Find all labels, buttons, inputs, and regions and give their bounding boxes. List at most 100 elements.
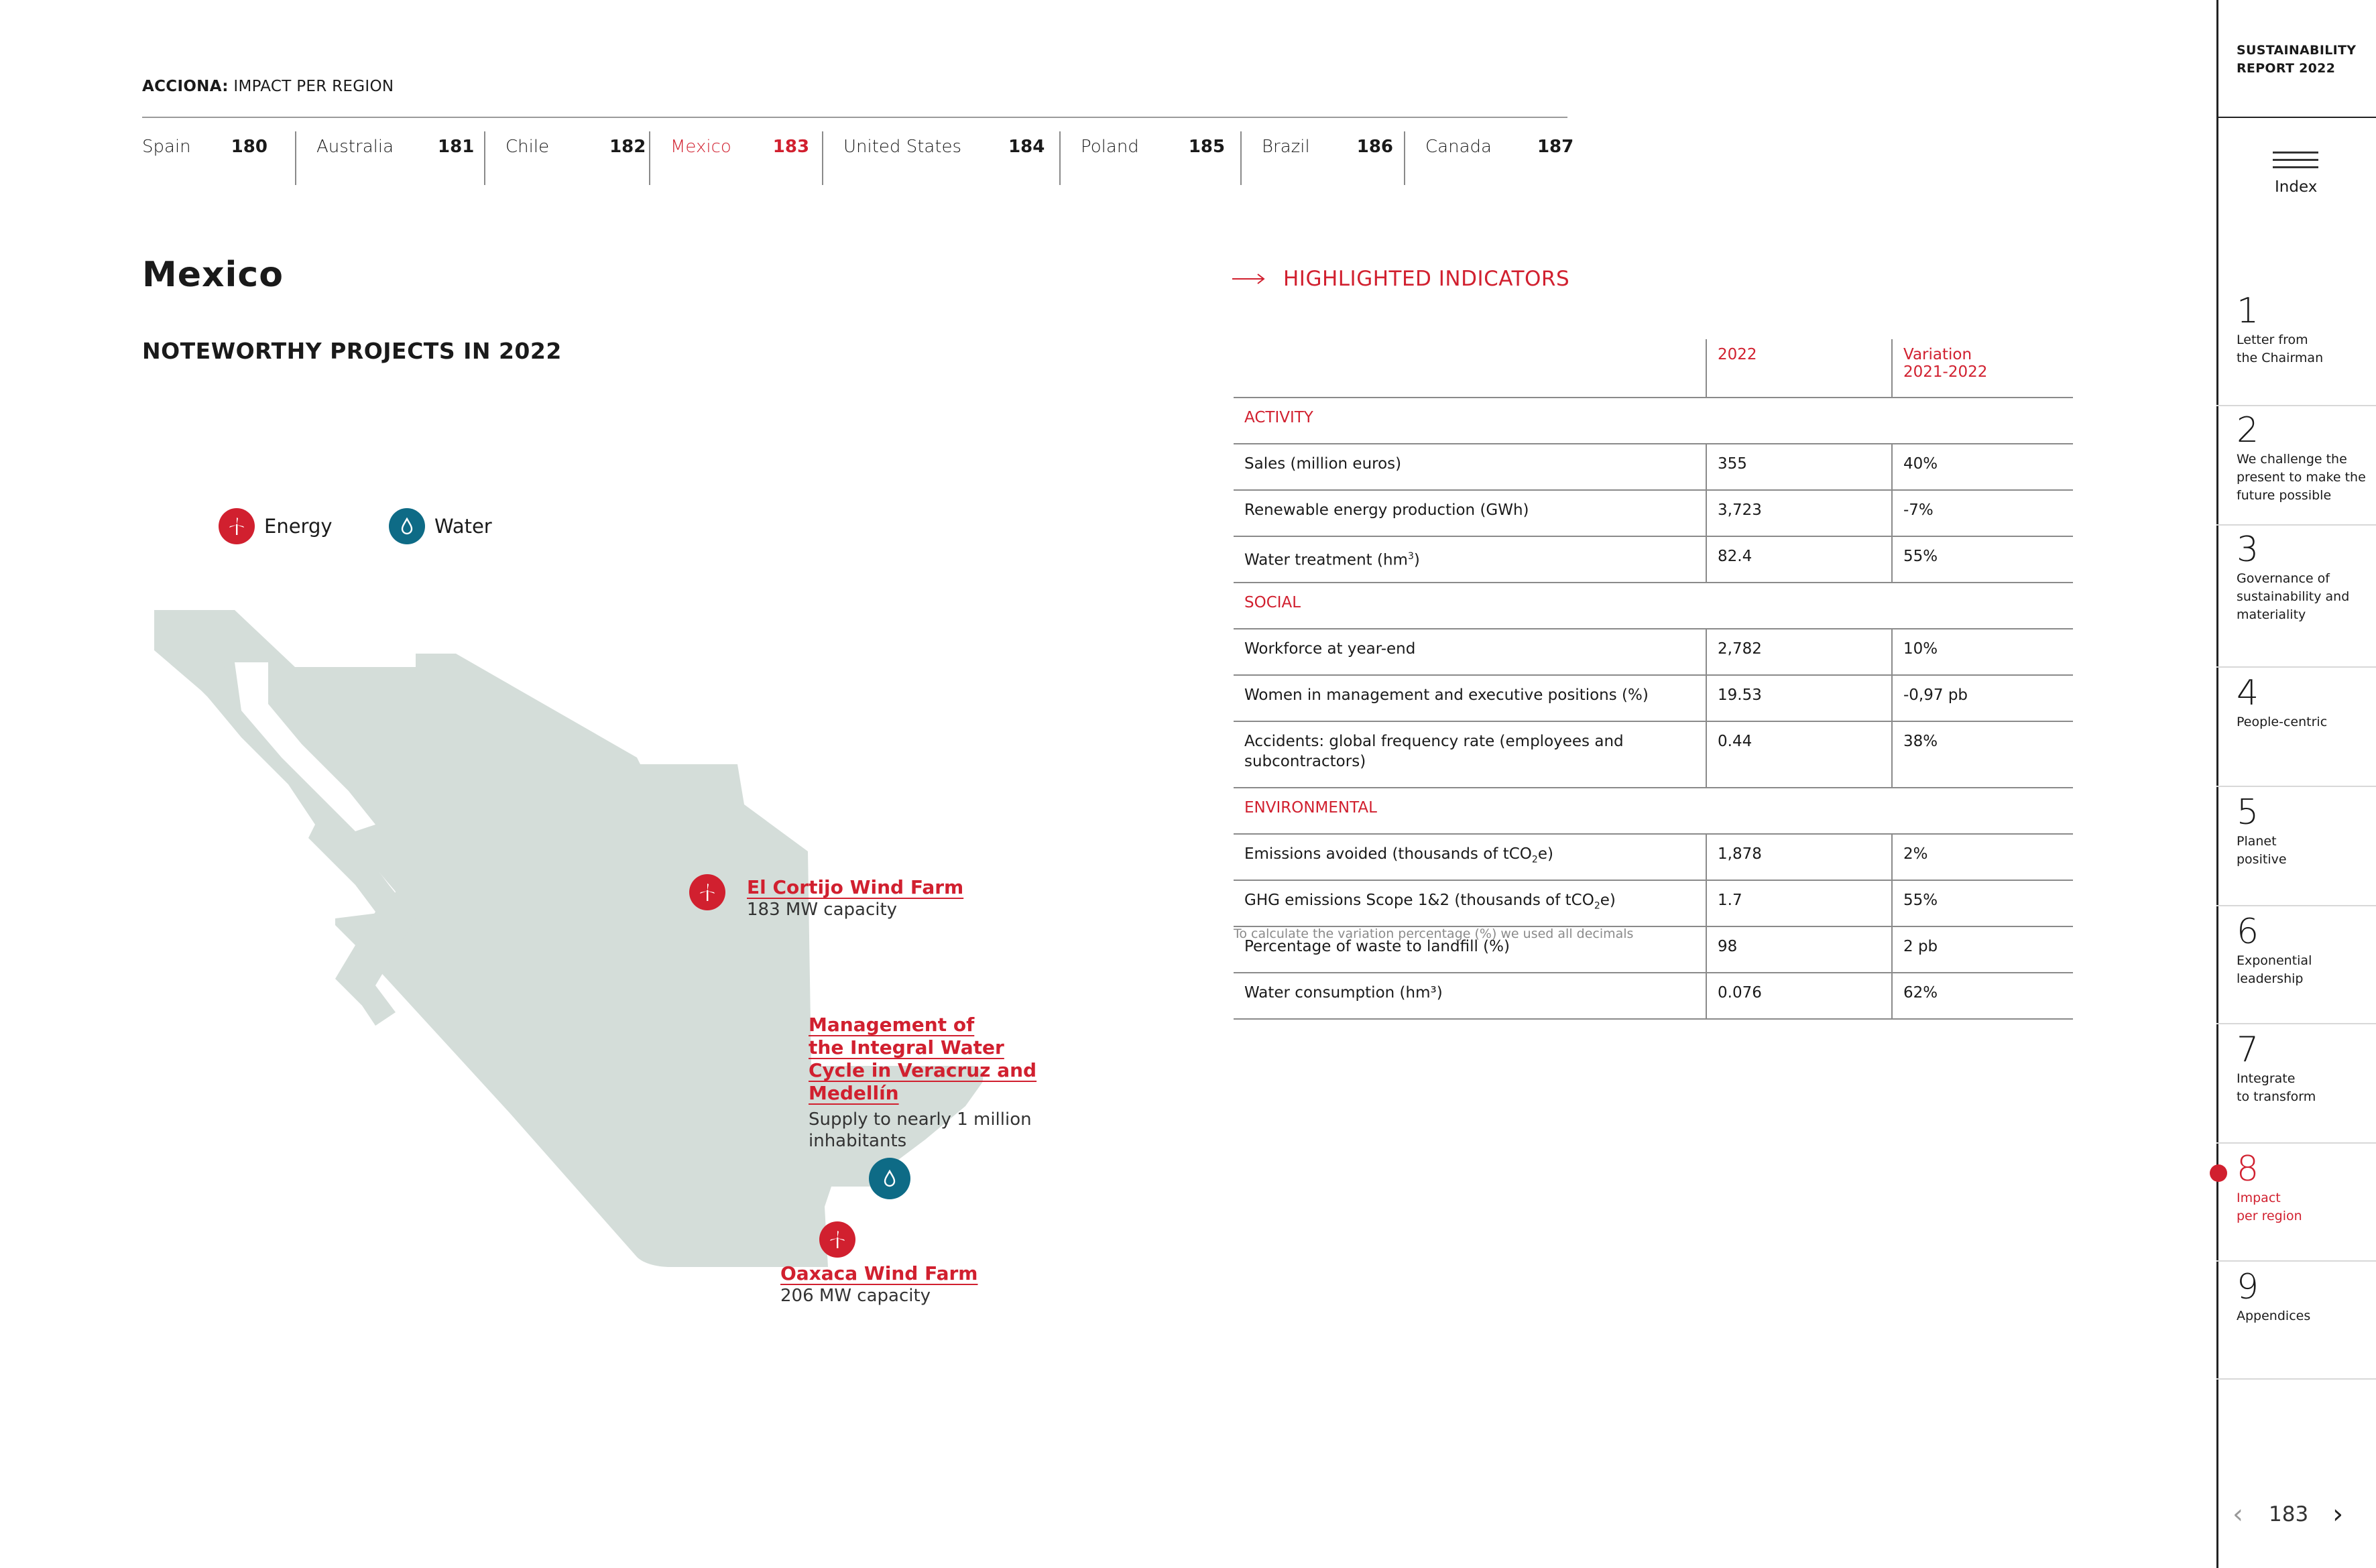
chevron-left-icon[interactable]: ‹ xyxy=(2233,1499,2243,1530)
map-gulf-of-california xyxy=(235,662,375,831)
project-el-cortijo-capacity: 183 MW capacity xyxy=(747,900,898,920)
footnote: To calculate the variation percentage (%… xyxy=(1234,926,1634,941)
chapter-label-line: to transform xyxy=(2237,1089,2316,1104)
table-row: GHG emissions Scope 1&2 (thousands of tC… xyxy=(1234,880,2073,927)
project-oaxaca-link[interactable]: Oaxaca Wind Farm xyxy=(780,1262,978,1284)
sidebar-chapter-8[interactable]: 8 Impact per region xyxy=(2237,1150,2376,1225)
chapter-number: 5 xyxy=(2237,792,2259,833)
region-tab-spain[interactable]: Spain 180 xyxy=(142,131,295,185)
chapter-label: Governance of sustainability and materiali… xyxy=(2237,570,2376,624)
water-drop-icon[interactable] xyxy=(869,1158,910,1199)
wind-turbine-icon[interactable] xyxy=(819,1221,855,1258)
sidebar-chapter-9[interactable]: 9 Appendices xyxy=(2237,1268,2376,1325)
label-sub: 2 xyxy=(1531,854,1538,865)
pager: ‹ 183 › xyxy=(2233,1499,2343,1530)
chapter-divider xyxy=(2216,405,2376,406)
indicator-value: 19.53 xyxy=(1706,675,1892,722)
sidebar xyxy=(2216,0,2376,1568)
menu-icon[interactable] xyxy=(2273,152,2318,174)
chapter-divider xyxy=(2216,666,2376,668)
region-tab-brazil[interactable]: Brazil 186 xyxy=(1240,131,1404,185)
chapter-label-line: future possible xyxy=(2237,488,2332,503)
project-oaxaca: Oaxaca Wind Farm 206 MW capacity xyxy=(780,1262,977,1307)
table-row: Women in management and executive positi… xyxy=(1234,675,2073,722)
indicator-label: GHG emissions Scope 1&2 (thousands of tC… xyxy=(1234,880,1706,927)
indicator-variation: 55% xyxy=(1891,880,2073,927)
sidebar-chapter-7[interactable]: 7 Integrate to transform xyxy=(2237,1031,2376,1106)
label-text: e) xyxy=(1600,892,1616,909)
indicator-label: Renewable energy production (GWh) xyxy=(1234,490,1706,537)
table-row: Accidents: global frequency rate (employ… xyxy=(1234,721,2073,788)
region-tab-poland[interactable]: Poland 185 xyxy=(1059,131,1240,185)
breadcrumb: ACCIONA: IMPACT PER REGION xyxy=(142,78,394,95)
indicator-label: Sales (million euros) xyxy=(1234,444,1706,491)
region-name: Spain xyxy=(142,137,191,157)
sidebar-chapter-1[interactable]: 1 Letter from the Chairman xyxy=(2237,292,2376,367)
project-oaxaca-capacity: 206 MW capacity xyxy=(780,1286,931,1306)
indicator-label: Percentage of waste to landfill (%) xyxy=(1234,926,1706,973)
chapter-label: Exponential leadership xyxy=(2237,952,2376,988)
table-header-variation: Variation 2021-2022 xyxy=(1891,339,2073,398)
sidebar-chapter-3[interactable]: 3 Governance of sustainability and materia… xyxy=(2237,531,2376,624)
indicator-label: Water consumption (hm³) xyxy=(1234,973,1706,1020)
project-el-cortijo-link[interactable]: El Cortijo Wind Farm xyxy=(747,876,964,898)
region-tab-chile[interactable]: Chile 182 xyxy=(484,131,649,185)
chapter-label: Planet positive xyxy=(2237,833,2376,869)
sidebar-chapter-5[interactable]: 5 Planet positive xyxy=(2237,794,2376,869)
chapter-divider xyxy=(2216,1023,2376,1024)
report-title: SUSTAINABILITY REPORT 2022 xyxy=(2237,42,2356,78)
sidebar-chapter-2[interactable]: 2 We challenge the present to make the fut… xyxy=(2237,412,2376,505)
chapter-divider xyxy=(2216,905,2376,906)
chapter-label-line: Appendices xyxy=(2237,1309,2311,1323)
region-tab-australia[interactable]: Australia 181 xyxy=(295,131,484,185)
project-name-line: Cycle in Veracruz and xyxy=(809,1059,1037,1081)
chapter-label: Letter from the Chairman xyxy=(2237,331,2376,367)
region-page: 183 xyxy=(772,137,810,157)
section-label: SOCIAL xyxy=(1234,583,2073,629)
table-row: Percentage of waste to landfill (%) 98 2… xyxy=(1234,926,2073,973)
chevron-right-icon[interactable]: › xyxy=(2332,1499,2344,1530)
chapter-label-line: present to make the xyxy=(2237,470,2366,485)
region-name: Canada xyxy=(1425,137,1492,157)
index-link[interactable]: Index xyxy=(2275,178,2318,196)
project-name-line: the Integral Water xyxy=(809,1036,1004,1059)
region-page: 181 xyxy=(438,137,475,157)
wind-turbine-icon[interactable] xyxy=(689,874,725,910)
sidebar-chapter-4[interactable]: 4 People-centric xyxy=(2237,674,2376,731)
indicator-variation: -0,97 pb xyxy=(1891,675,2073,722)
region-tab-united-states[interactable]: United States 184 xyxy=(822,131,1059,185)
chapter-number: 2 xyxy=(2237,410,2259,450)
table-row: Emissions avoided (thousands of tCO2e) 1… xyxy=(1234,834,2073,881)
breadcrumb-section: IMPACT PER REGION xyxy=(233,78,394,95)
chapter-label: Impact per region xyxy=(2237,1189,2376,1225)
region-page: 187 xyxy=(1537,137,1574,157)
chapter-divider xyxy=(2216,1378,2376,1380)
table-header-variation-line: 2021-2022 xyxy=(1903,363,1988,381)
section-row-social: SOCIAL xyxy=(1234,583,2073,629)
section-label: ENVIRONMENTAL xyxy=(1234,788,2073,835)
label-line: Accidents: global frequency rate (employ… xyxy=(1244,733,1624,750)
map-spacer xyxy=(939,1207,1006,1240)
region-tab-canada[interactable]: Canada 187 xyxy=(1404,131,1573,185)
legend-water: Water xyxy=(389,508,492,544)
chapter-number: 9 xyxy=(2237,1267,2259,1307)
breadcrumb-brand: ACCIONA: xyxy=(142,78,229,95)
map-mainland xyxy=(154,610,984,1267)
indicator-value: 0.076 xyxy=(1706,973,1892,1020)
report-title-line: SUSTAINABILITY xyxy=(2237,43,2357,58)
indicator-value: 355 xyxy=(1706,444,1892,491)
arrow-right-icon xyxy=(1232,274,1265,284)
indicator-variation: 55% xyxy=(1891,536,2073,583)
chapter-label-line: sustainability and xyxy=(2237,589,2350,604)
project-water-cycle: Management of the Integral Water Cycle i… xyxy=(809,1014,1036,1152)
table-header-label xyxy=(1234,339,1706,398)
project-water-cycle-link[interactable]: Management of the Integral Water Cycle i… xyxy=(809,1014,1036,1105)
sidebar-chapter-6[interactable]: 6 Exponential leadership xyxy=(2237,913,2376,988)
table-row: Water treatment (hm3) 82.4 55% xyxy=(1234,536,2073,583)
table-row: Renewable energy production (GWh) 3,723 … xyxy=(1234,490,2073,537)
table-row: Water consumption (hm³) 0.076 62% xyxy=(1234,973,2073,1020)
indicator-label: Accidents: global frequency rate (employ… xyxy=(1234,721,1706,788)
region-tab-mexico[interactable]: Mexico 183 xyxy=(649,131,822,185)
label-text: Water treatment (hm xyxy=(1244,551,1408,569)
chapter-divider xyxy=(2216,1142,2376,1144)
